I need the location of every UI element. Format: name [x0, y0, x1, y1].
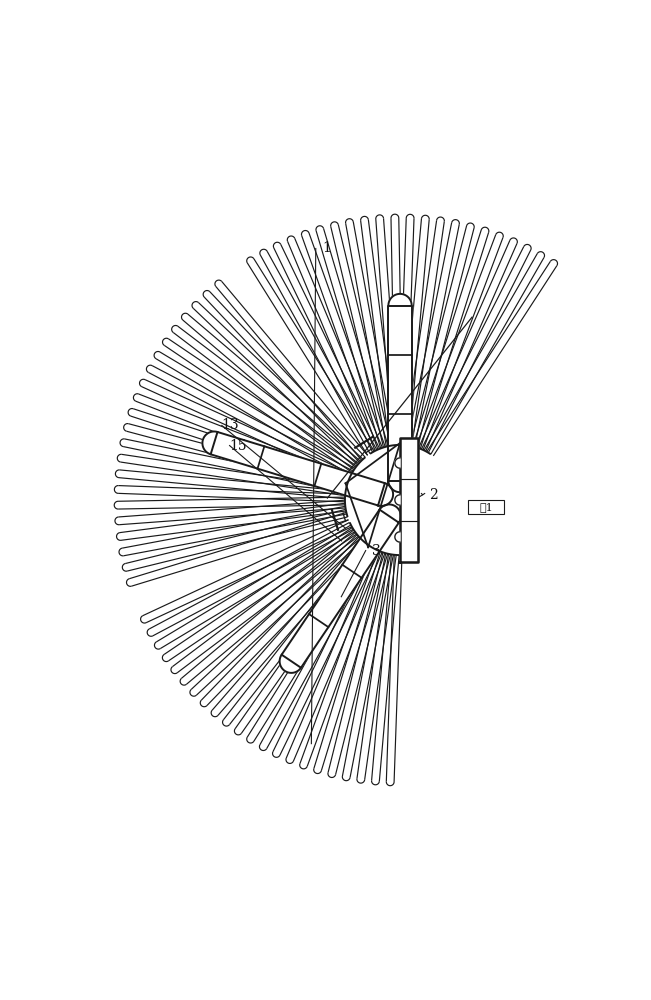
Text: 15: 15 [230, 439, 247, 453]
Polygon shape [282, 510, 399, 668]
Text: 2: 2 [429, 488, 438, 502]
Text: 13: 13 [222, 418, 240, 432]
Polygon shape [389, 294, 411, 306]
Polygon shape [389, 481, 411, 492]
Polygon shape [380, 504, 401, 523]
Polygon shape [395, 532, 400, 542]
Text: 图1: 图1 [479, 502, 493, 512]
Polygon shape [395, 495, 400, 505]
Polygon shape [202, 431, 217, 454]
Polygon shape [400, 438, 418, 562]
Text: 1: 1 [322, 241, 331, 255]
Polygon shape [389, 306, 411, 481]
Polygon shape [395, 458, 400, 468]
Polygon shape [378, 483, 393, 506]
Polygon shape [211, 432, 385, 505]
Bar [468, 500, 504, 514]
Text: 3: 3 [372, 544, 381, 558]
Polygon shape [280, 655, 301, 673]
